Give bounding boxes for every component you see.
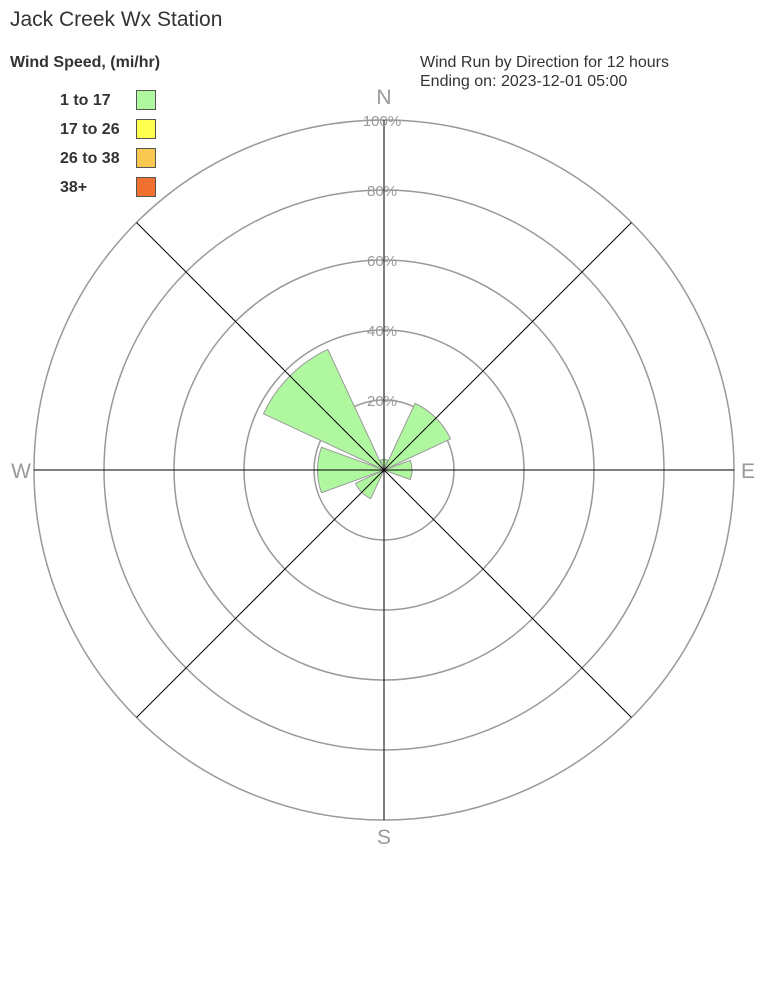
compass-label-W: W (11, 460, 31, 483)
radial-tick-label: 20% (367, 393, 397, 410)
legend-title: Wind Speed, (mi/hr) (10, 54, 161, 71)
compass-label-N: N (376, 86, 391, 109)
legend-label: 1 to 17 (60, 92, 111, 109)
legend-swatch (136, 90, 156, 110)
spoke (383, 222, 632, 471)
spoke (136, 469, 385, 718)
radial-tick-label: 80% (367, 183, 397, 200)
compass-label-E: E (741, 460, 755, 483)
legend-swatch (136, 148, 156, 168)
legend-label: 38+ (60, 179, 88, 196)
spoke (136, 222, 385, 471)
subtitle-line-1: Wind Run by Direction for 12 hours (420, 54, 669, 71)
legend-swatch (136, 119, 156, 139)
subtitle-line-2: Ending on: 2023-12-01 05:00 (420, 73, 628, 90)
chart-title: Jack Creek Wx Station (10, 8, 223, 31)
legend-label: 26 to 38 (60, 150, 120, 167)
compass-label-S: S (377, 826, 391, 849)
legend-label: 17 to 26 (60, 121, 120, 138)
legend-swatch (136, 177, 156, 197)
radial-tick-label: 40% (367, 323, 397, 340)
radial-tick-label: 100% (363, 113, 401, 130)
radial-tick-label: 60% (367, 253, 397, 270)
spoke (383, 469, 632, 718)
